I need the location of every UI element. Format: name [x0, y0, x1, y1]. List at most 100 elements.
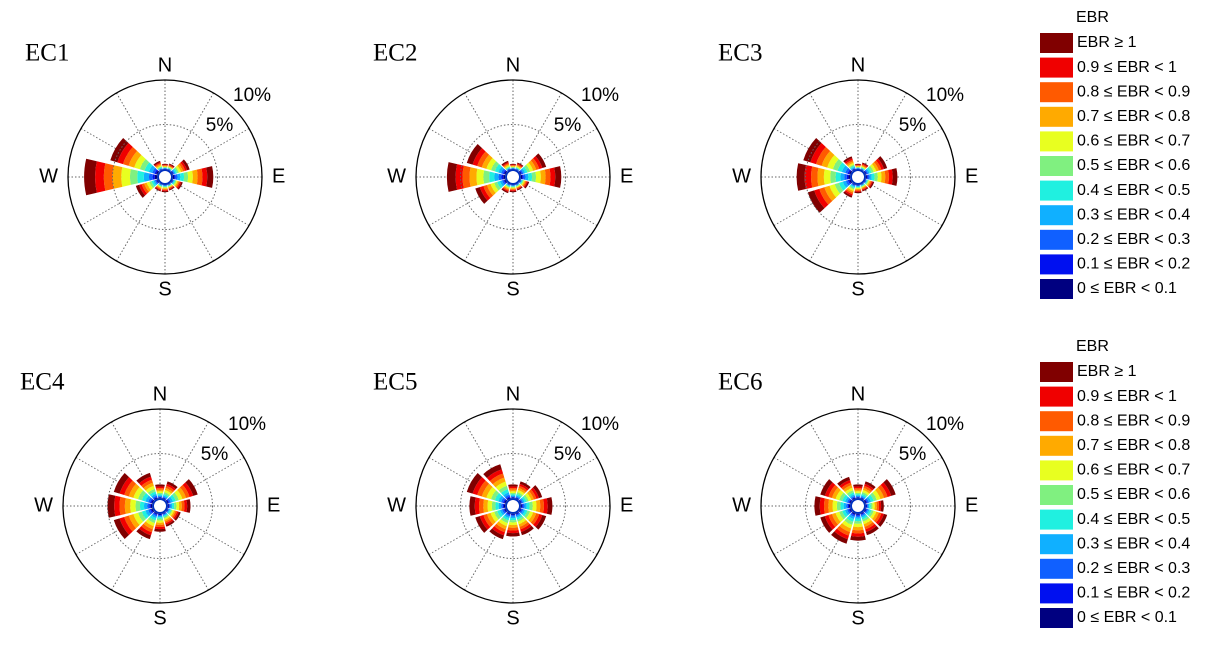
wedge	[849, 508, 853, 513]
wedge	[167, 167, 173, 170]
wedge	[489, 528, 505, 540]
legend-title: EBR	[1076, 338, 1109, 355]
spoke	[168, 92, 214, 171]
legend-swatch	[1040, 229, 1073, 250]
wedge	[171, 179, 174, 184]
wedge	[167, 183, 172, 187]
wedge	[159, 168, 163, 171]
wedge	[157, 514, 163, 516]
wedge	[835, 171, 841, 183]
wedge	[510, 164, 516, 166]
wedge	[861, 513, 867, 518]
wedge	[171, 170, 174, 175]
wedge	[162, 168, 168, 169]
wedge	[521, 496, 527, 503]
wedge	[861, 165, 867, 169]
r-tick-label: 5%	[201, 444, 229, 465]
wedge	[156, 165, 162, 169]
wedge	[853, 488, 863, 491]
wedge	[158, 497, 162, 498]
wedge	[162, 185, 168, 187]
wedge	[851, 529, 865, 534]
spoke	[516, 183, 562, 262]
wedge	[476, 168, 485, 186]
wedge	[510, 495, 516, 497]
wedge	[880, 500, 884, 512]
wedge	[846, 498, 851, 504]
wedge	[157, 166, 162, 170]
center-hole	[152, 498, 168, 514]
wedge	[506, 532, 520, 537]
wedge	[510, 516, 516, 519]
wedge	[873, 160, 882, 171]
wedge	[479, 515, 491, 530]
wedge	[848, 503, 851, 509]
wedge	[169, 503, 171, 509]
wedge	[515, 497, 520, 500]
wedge	[521, 180, 525, 186]
wedge	[150, 503, 153, 509]
wedge	[848, 508, 852, 513]
wedge	[155, 488, 165, 491]
wedge	[860, 166, 866, 170]
wedge	[839, 480, 851, 489]
wedge	[510, 515, 516, 517]
wedge	[145, 495, 151, 503]
wedge	[166, 481, 178, 490]
wedge	[851, 512, 856, 516]
wedge	[846, 490, 854, 496]
direction-label: E	[965, 165, 978, 187]
wedge	[864, 169, 869, 175]
wedge	[158, 183, 163, 187]
wedge	[842, 180, 849, 188]
wedge	[149, 515, 157, 521]
rose-chart: 5% 10% N E S W EC4	[20, 369, 280, 630]
wedge	[506, 167, 511, 171]
wedge	[846, 516, 854, 522]
wedge	[880, 170, 886, 184]
legend: EBR EBR ≥ 1 0.9 ≤ EBR < 1 0.8 ≤ EBR < 0.9 0.…	[1040, 338, 1190, 628]
wedge	[518, 485, 528, 493]
wedge	[144, 162, 153, 173]
wedge	[868, 503, 871, 509]
wedge	[864, 508, 868, 513]
wedge	[175, 181, 181, 188]
wedge	[173, 180, 178, 187]
wedge	[515, 167, 520, 171]
wedge	[522, 166, 528, 174]
wedge	[862, 516, 870, 522]
wedge	[843, 502, 847, 510]
wedge	[515, 169, 519, 172]
wedge	[520, 180, 524, 185]
chart-title: EC3	[718, 40, 762, 67]
wedge	[516, 186, 523, 191]
wedge	[162, 511, 166, 515]
wedge	[158, 497, 162, 499]
grid-circle	[460, 453, 566, 559]
wedge	[517, 162, 524, 167]
wedge	[173, 168, 178, 174]
wedge	[486, 469, 504, 482]
spoke	[171, 180, 250, 226]
wedge	[863, 499, 867, 504]
legend-label: 0.8 ≤ EBR < 0.9	[1077, 83, 1190, 100]
wedge	[162, 186, 168, 188]
spoke	[864, 180, 943, 226]
r-tick-label: 10%	[581, 414, 619, 435]
wedge	[855, 166, 861, 168]
wedge	[151, 180, 157, 187]
wedge	[850, 535, 866, 541]
wedge	[167, 509, 172, 515]
wedge	[157, 514, 163, 516]
wedge	[856, 497, 860, 498]
direction-label: N	[158, 54, 172, 76]
wedge	[510, 163, 516, 165]
wedge	[175, 165, 181, 173]
wedge	[159, 182, 163, 185]
wedge	[861, 492, 868, 497]
wedge	[854, 190, 862, 192]
wedge	[869, 181, 875, 189]
wedge	[505, 167, 511, 170]
wedge	[168, 184, 173, 188]
rose-chart: 5% 10% N E S W EC3	[718, 40, 978, 301]
